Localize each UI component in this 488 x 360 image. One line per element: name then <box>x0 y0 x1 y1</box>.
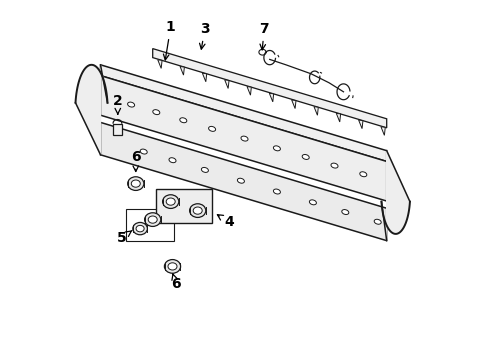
Ellipse shape <box>163 195 179 208</box>
Ellipse shape <box>168 263 177 270</box>
Text: 4: 4 <box>217 215 234 229</box>
Ellipse shape <box>302 154 308 159</box>
Ellipse shape <box>169 158 176 163</box>
Polygon shape <box>158 60 162 68</box>
Polygon shape <box>313 107 318 115</box>
Text: 7: 7 <box>259 22 268 50</box>
Ellipse shape <box>237 178 244 183</box>
Ellipse shape <box>330 163 337 168</box>
Ellipse shape <box>136 225 144 232</box>
Ellipse shape <box>144 213 161 226</box>
Ellipse shape <box>341 210 348 215</box>
Ellipse shape <box>164 260 180 273</box>
Text: 6: 6 <box>171 274 181 291</box>
Polygon shape <box>101 122 386 241</box>
Ellipse shape <box>309 200 316 205</box>
Ellipse shape <box>166 198 175 205</box>
Polygon shape <box>380 127 385 135</box>
Ellipse shape <box>193 207 202 214</box>
Ellipse shape <box>273 146 280 151</box>
Polygon shape <box>246 86 251 95</box>
Polygon shape <box>381 151 409 241</box>
Polygon shape <box>101 76 386 201</box>
Polygon shape <box>180 67 184 75</box>
Ellipse shape <box>180 118 186 123</box>
Bar <box>156 189 212 223</box>
Text: 2: 2 <box>113 94 122 114</box>
Bar <box>125 209 174 241</box>
Ellipse shape <box>201 167 208 172</box>
Text: 1: 1 <box>163 20 175 60</box>
Polygon shape <box>202 73 206 82</box>
Bar <box>113 124 122 135</box>
Ellipse shape <box>133 222 147 235</box>
Ellipse shape <box>127 102 134 107</box>
Text: 5: 5 <box>117 230 132 244</box>
Polygon shape <box>101 65 386 161</box>
Polygon shape <box>75 65 107 155</box>
Polygon shape <box>358 120 362 129</box>
Polygon shape <box>269 93 273 102</box>
Ellipse shape <box>127 177 143 190</box>
Polygon shape <box>224 80 228 89</box>
Ellipse shape <box>273 189 280 194</box>
Text: 6: 6 <box>131 150 141 171</box>
Ellipse shape <box>208 126 215 131</box>
Ellipse shape <box>241 136 247 141</box>
Ellipse shape <box>148 216 157 223</box>
Polygon shape <box>152 49 386 128</box>
Ellipse shape <box>373 219 381 224</box>
Text: 3: 3 <box>199 22 209 49</box>
Ellipse shape <box>131 180 140 187</box>
Ellipse shape <box>140 149 147 154</box>
Ellipse shape <box>359 172 366 177</box>
Ellipse shape <box>189 204 205 217</box>
Polygon shape <box>336 113 340 122</box>
Ellipse shape <box>152 110 160 114</box>
Polygon shape <box>291 100 295 109</box>
